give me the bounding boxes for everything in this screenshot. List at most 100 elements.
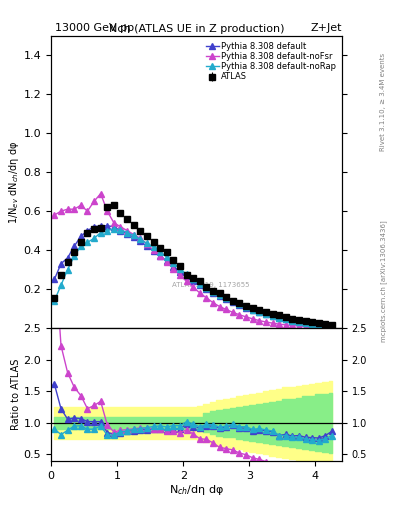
Pythia 8.308 default-noRap [151,244,156,250]
Pythia 8.308 default [250,307,255,313]
Pythia 8.308 default-noRap [250,307,255,313]
Pythia 8.308 default-noRap [283,316,288,323]
Pythia 8.308 default [330,323,334,329]
Pythia 8.308 default-noRap [158,249,163,255]
Pythia 8.308 default-noFsr [231,309,235,315]
Title: Nch (ATLAS UE in Z production): Nch (ATLAS UE in Z production) [109,24,284,34]
Pythia 8.308 default [270,313,275,319]
Pythia 8.308 default [171,264,176,270]
Pythia 8.308 default-noFsr [316,324,321,330]
Pythia 8.308 default-noFsr [125,227,129,233]
Pythia 8.308 default-noRap [138,237,143,243]
Pythia 8.308 default-noFsr [145,241,149,247]
Pythia 8.308 default-noFsr [191,284,196,290]
Pythia 8.308 default-noFsr [283,322,288,328]
Pythia 8.308 default-noRap [297,319,301,325]
Pythia 8.308 default-noFsr [118,224,123,230]
Pythia 8.308 default-noRap [178,266,182,272]
Pythia 8.308 default-noFsr [184,278,189,284]
Legend: Pythia 8.308 default, Pythia 8.308 default-noFsr, Pythia 8.308 default-noRap, AT: Pythia 8.308 default, Pythia 8.308 defau… [204,40,338,83]
Pythia 8.308 default [290,317,295,324]
Pythia 8.308 default [211,290,215,296]
X-axis label: N$_{ch}$/dη dφ: N$_{ch}$/dη dφ [169,483,224,497]
Pythia 8.308 default-noRap [257,309,262,315]
Pythia 8.308 default-noFsr [65,206,70,212]
Pythia 8.308 default [303,319,308,326]
Pythia 8.308 default-noFsr [237,312,242,318]
Pythia 8.308 default [277,315,281,321]
Pythia 8.308 default-noFsr [303,324,308,330]
Pythia 8.308 default-noRap [303,320,308,326]
Pythia 8.308 default [79,233,83,240]
Pythia 8.308 default [264,311,268,317]
Pythia 8.308 default-noFsr [211,300,215,306]
Line: Pythia 8.308 default-noRap: Pythia 8.308 default-noRap [51,226,335,328]
Pythia 8.308 default [316,321,321,327]
Pythia 8.308 default-noRap [316,322,321,328]
Pythia 8.308 default-noFsr [164,259,169,265]
Pythia 8.308 default-noRap [52,297,57,304]
Pythia 8.308 default [197,282,202,288]
Pythia 8.308 default-noFsr [158,253,163,259]
Pythia 8.308 default-noFsr [217,304,222,310]
Pythia 8.308 default-noFsr [112,220,116,226]
Pythia 8.308 default-noRap [171,260,176,266]
Pythia 8.308 default-noRap [105,227,110,233]
Pythia 8.308 default [59,261,63,267]
Y-axis label: Ratio to ATLAS: Ratio to ATLAS [11,359,21,430]
Pythia 8.308 default [283,316,288,323]
Pythia 8.308 default [191,278,196,284]
Pythia 8.308 default [310,321,314,327]
Pythia 8.308 default [204,286,209,292]
Pythia 8.308 default-noRap [217,292,222,298]
Pythia 8.308 default [257,309,262,315]
Pythia 8.308 default-noFsr [224,306,229,312]
Pythia 8.308 default-noFsr [59,208,63,214]
Text: Rivet 3.1.10, ≥ 3.4M events: Rivet 3.1.10, ≥ 3.4M events [380,53,386,152]
Pythia 8.308 default-noFsr [330,324,334,330]
Pythia 8.308 default-noRap [118,227,123,233]
Pythia 8.308 default [112,224,116,230]
Pythia 8.308 default-noRap [145,240,149,246]
Pythia 8.308 default-noFsr [270,320,275,326]
Text: Z+Jet: Z+Jet [310,23,342,33]
Text: 13000 GeV pp: 13000 GeV pp [55,23,134,33]
Pythia 8.308 default-noRap [330,323,334,329]
Pythia 8.308 default-noFsr [257,317,262,324]
Pythia 8.308 default-noRap [98,229,103,236]
Pythia 8.308 default-noFsr [297,323,301,329]
Pythia 8.308 default-noFsr [52,212,57,218]
Pythia 8.308 default-noFsr [178,272,182,279]
Pythia 8.308 default [98,223,103,229]
Pythia 8.308 default-noRap [125,229,129,236]
Pythia 8.308 default [92,224,96,230]
Pythia 8.308 default [297,318,301,325]
Pythia 8.308 default [118,227,123,233]
Pythia 8.308 default-noRap [277,315,281,321]
Pythia 8.308 default-noFsr [290,323,295,329]
Pythia 8.308 default-noRap [164,254,169,260]
Pythia 8.308 default-noFsr [323,324,328,330]
Pythia 8.308 default [85,227,90,233]
Pythia 8.308 default-noRap [72,253,77,259]
Text: ATLAS 2019, 1173655: ATLAS 2019, 1173655 [172,282,250,288]
Pythia 8.308 default [52,276,57,283]
Pythia 8.308 default [237,302,242,308]
Line: Pythia 8.308 default-noFsr: Pythia 8.308 default-noFsr [51,191,335,330]
Pythia 8.308 default [72,243,77,249]
Pythia 8.308 default-noFsr [98,190,103,197]
Pythia 8.308 default-noRap [59,282,63,288]
Pythia 8.308 default-noFsr [72,206,77,212]
Pythia 8.308 default-noRap [310,321,314,327]
Pythia 8.308 default [224,296,229,302]
Pythia 8.308 default [151,248,156,254]
Pythia 8.308 default-noRap [65,266,70,272]
Pythia 8.308 default [131,234,136,241]
Pythia 8.308 default-noFsr [85,208,90,214]
Pythia 8.308 default-noRap [191,276,196,283]
Pythia 8.308 default-noRap [112,226,116,232]
Pythia 8.308 default-noFsr [264,319,268,325]
Pythia 8.308 default-noRap [131,232,136,239]
Pythia 8.308 default-noFsr [92,198,96,204]
Pythia 8.308 default-noFsr [171,266,176,272]
